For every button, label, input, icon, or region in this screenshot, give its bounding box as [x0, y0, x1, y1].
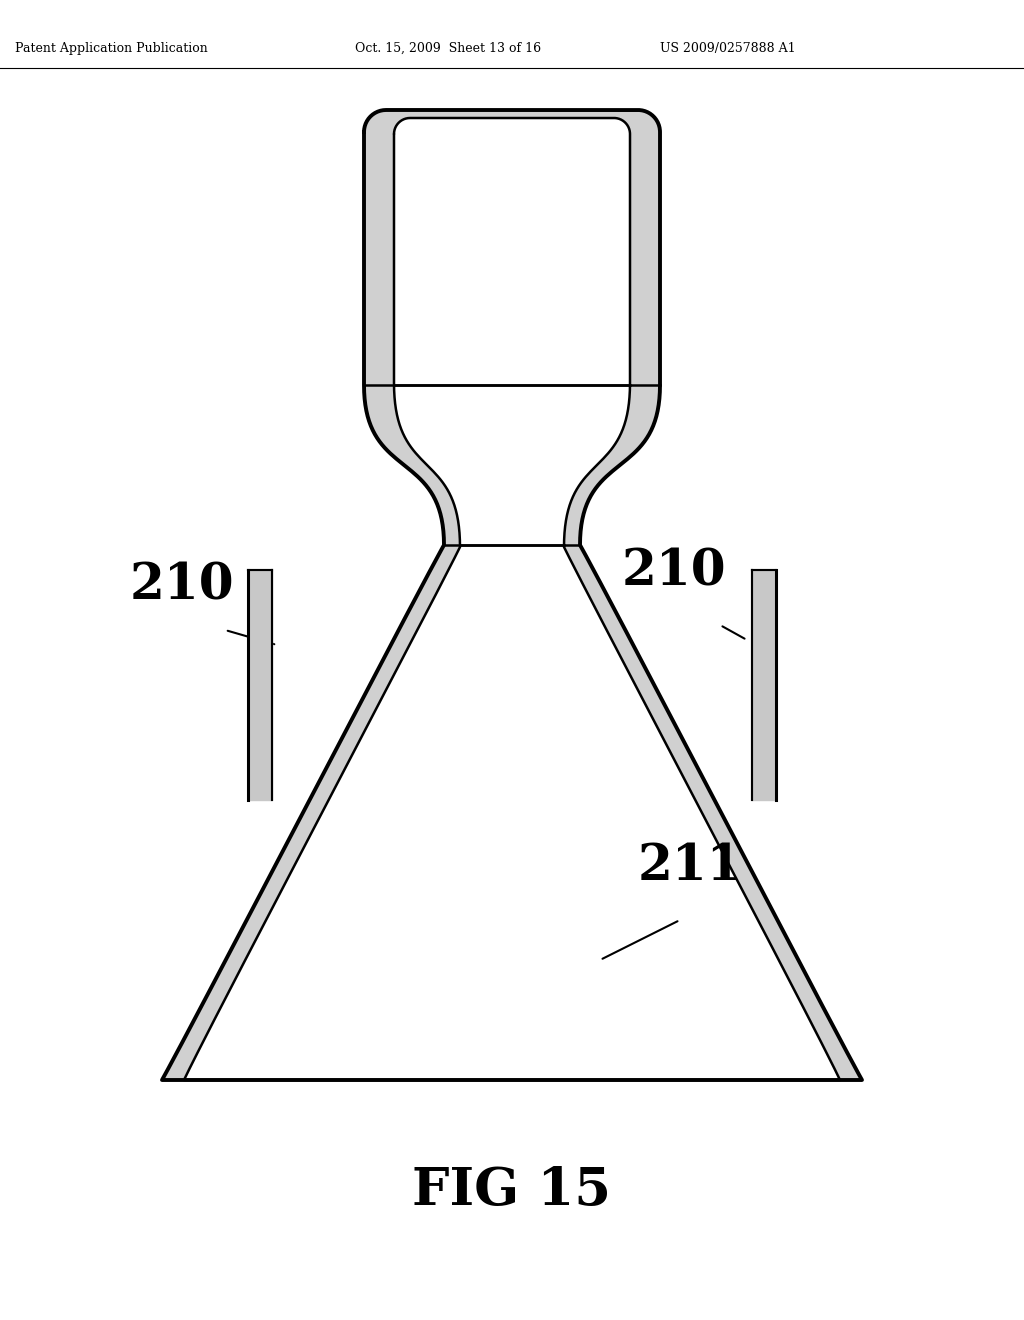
- Polygon shape: [162, 110, 862, 1080]
- Polygon shape: [752, 570, 776, 800]
- Text: 210: 210: [622, 546, 727, 597]
- Text: US 2009/0257888 A1: US 2009/0257888 A1: [660, 42, 796, 55]
- Text: Patent Application Publication: Patent Application Publication: [15, 42, 208, 55]
- Text: 211: 211: [638, 842, 742, 891]
- Text: Oct. 15, 2009  Sheet 13 of 16: Oct. 15, 2009 Sheet 13 of 16: [355, 42, 541, 55]
- Polygon shape: [248, 570, 272, 800]
- Polygon shape: [184, 117, 840, 1080]
- Text: 210: 210: [130, 562, 234, 611]
- Text: FIG 15: FIG 15: [413, 1166, 611, 1216]
